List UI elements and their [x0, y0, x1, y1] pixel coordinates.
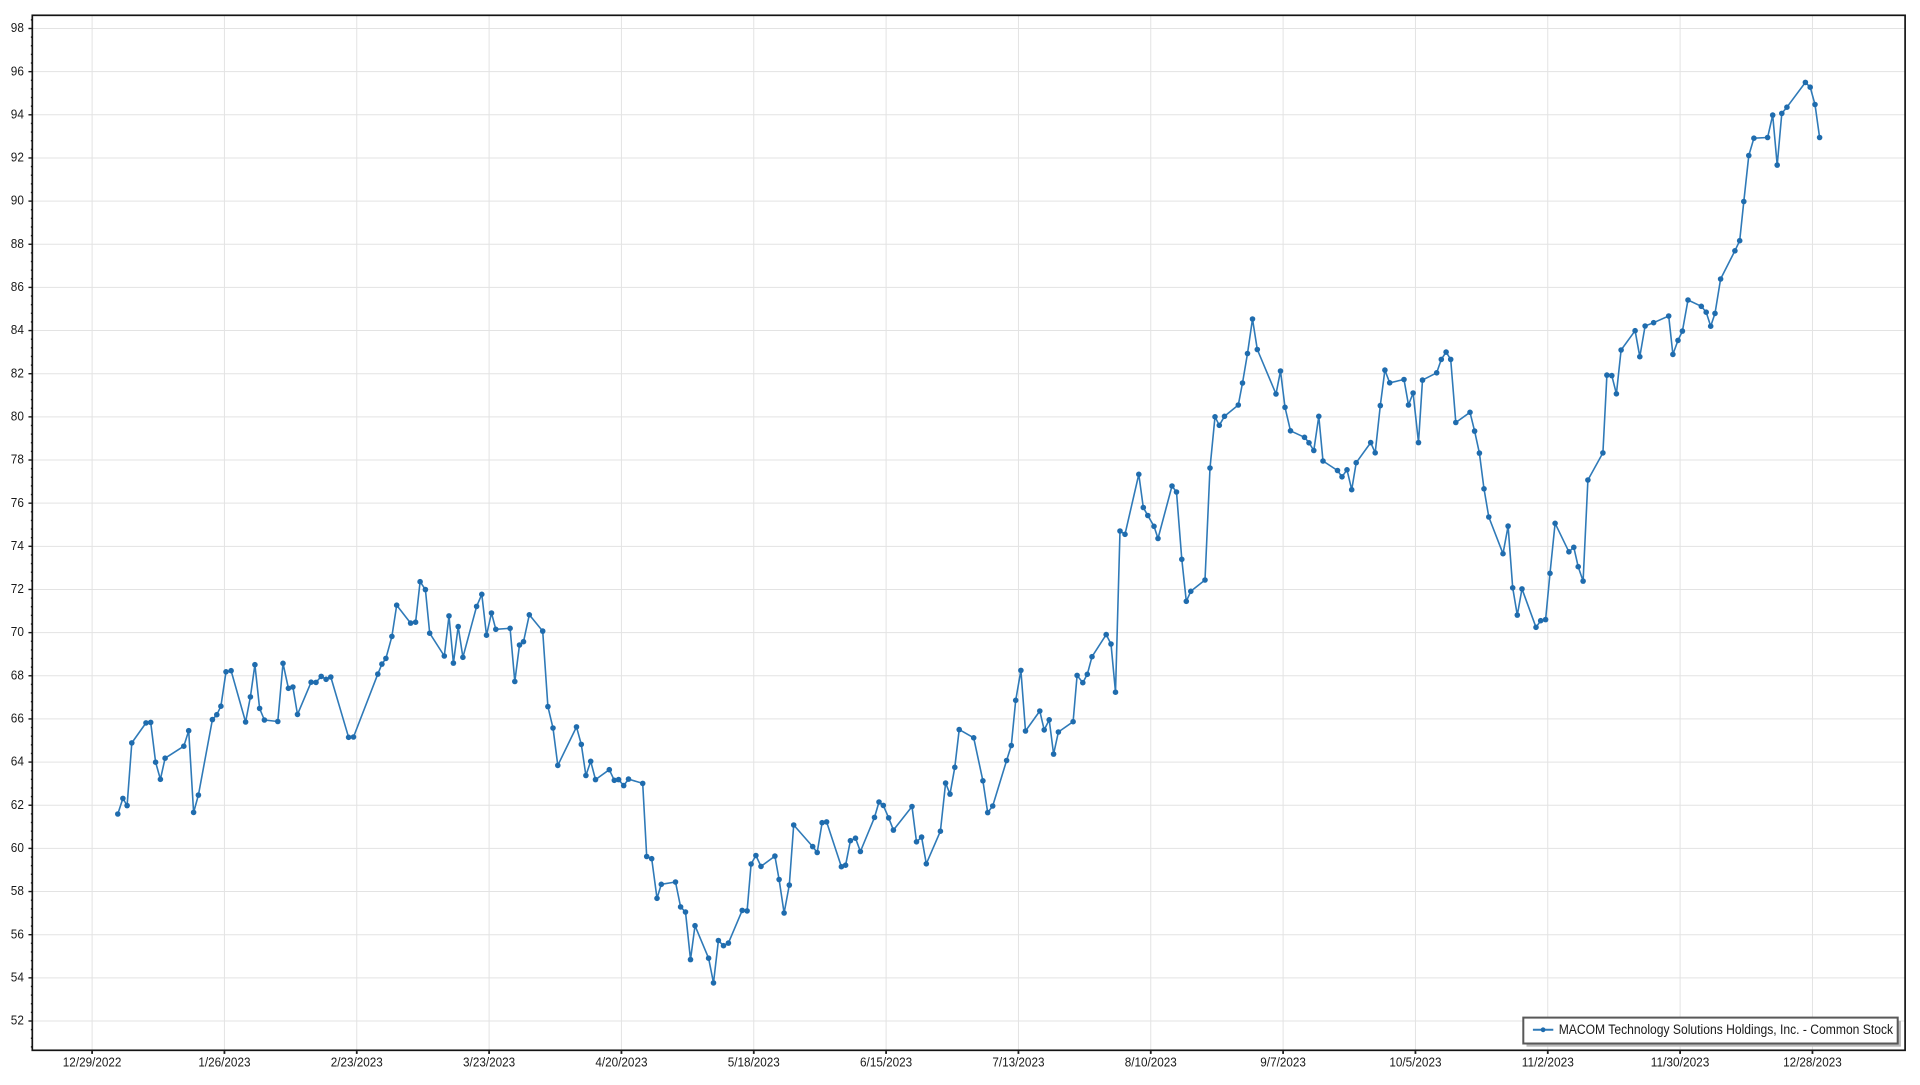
svg-text:5/18/2023: 5/18/2023 [728, 1055, 780, 1069]
svg-text:82: 82 [11, 365, 24, 380]
svg-text:7/13/2023: 7/13/2023 [992, 1055, 1044, 1069]
svg-text:88: 88 [11, 236, 24, 251]
svg-text:12/29/2022: 12/29/2022 [63, 1055, 122, 1069]
svg-text:52: 52 [11, 1013, 24, 1028]
svg-text:62: 62 [11, 797, 24, 812]
svg-text:70: 70 [11, 624, 24, 639]
svg-text:60: 60 [11, 840, 24, 855]
svg-text:92: 92 [11, 150, 24, 165]
svg-text:11/30/2023: 11/30/2023 [1651, 1055, 1710, 1069]
svg-text:64: 64 [11, 754, 24, 769]
svg-text:98: 98 [11, 20, 24, 35]
svg-text:9/7/2023: 9/7/2023 [1260, 1055, 1306, 1069]
svg-text:56: 56 [11, 926, 24, 941]
svg-text:86: 86 [11, 279, 24, 294]
svg-text:72: 72 [11, 581, 24, 596]
svg-text:3/23/2023: 3/23/2023 [463, 1055, 515, 1069]
svg-text:12/28/2023: 12/28/2023 [1783, 1055, 1842, 1069]
svg-text:58: 58 [11, 883, 24, 898]
svg-text:10/5/2023: 10/5/2023 [1389, 1055, 1441, 1069]
svg-text:2/23/2023: 2/23/2023 [331, 1055, 383, 1069]
svg-text:68: 68 [11, 667, 24, 682]
svg-text:94: 94 [11, 106, 24, 121]
svg-text:74: 74 [11, 538, 24, 553]
svg-text:66: 66 [11, 711, 24, 726]
svg-text:90: 90 [11, 193, 24, 208]
svg-text:11/2/2023: 11/2/2023 [1522, 1055, 1574, 1069]
svg-text:1/26/2023: 1/26/2023 [198, 1055, 250, 1069]
svg-text:8/10/2023: 8/10/2023 [1125, 1055, 1177, 1069]
svg-text:54: 54 [11, 969, 24, 984]
svg-text:6/15/2023: 6/15/2023 [860, 1055, 912, 1069]
svg-text:80: 80 [11, 408, 24, 423]
svg-text:78: 78 [11, 452, 24, 467]
svg-text:76: 76 [11, 495, 24, 510]
svg-text:4/20/2023: 4/20/2023 [595, 1055, 647, 1069]
svg-text:MACOM Technology Solutions Hol: MACOM Technology Solutions Holdings, Inc… [1559, 1022, 1894, 1037]
svg-text:96: 96 [11, 63, 24, 78]
svg-text:84: 84 [11, 322, 24, 337]
